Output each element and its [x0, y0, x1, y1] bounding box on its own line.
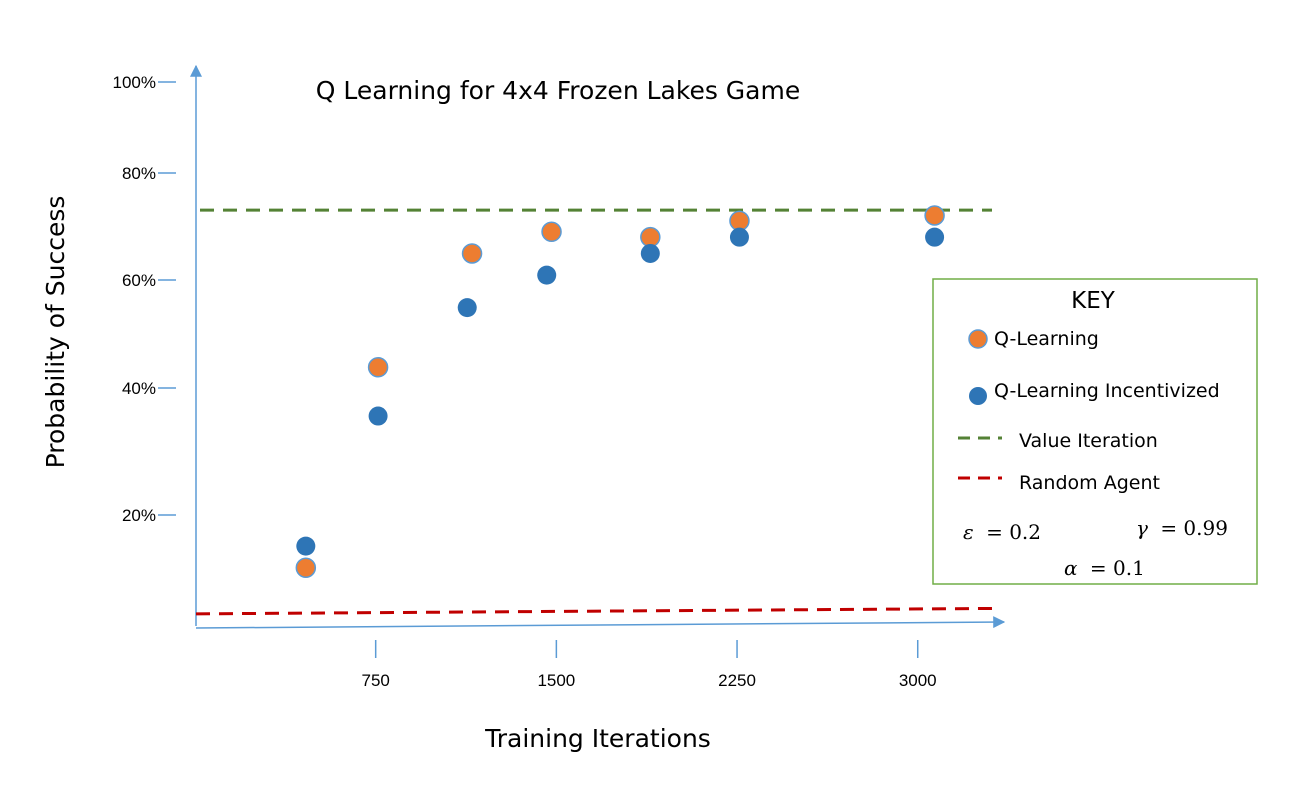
param-alpha-value: = 0.1	[1090, 556, 1145, 580]
q-learning-point	[367, 357, 389, 378]
q-learning-incentivized-point	[925, 227, 945, 247]
q-learning-incentivized-point	[296, 536, 316, 556]
param-epsilon-value: = 0.2	[986, 520, 1041, 544]
q-learning-point	[461, 243, 483, 264]
data-points	[295, 205, 945, 579]
q-learning-point	[924, 205, 945, 226]
y-tick-label: 20%	[122, 506, 156, 525]
x-tick-label: 1500	[537, 671, 575, 690]
q-learning-incentivized-point	[457, 298, 477, 318]
axes	[190, 64, 1006, 629]
q-learning-point	[640, 226, 661, 248]
legend-title: KEY	[1071, 288, 1116, 314]
legend-label-q-learning-incentivized: Q-Learning Incentivized	[994, 380, 1220, 402]
param-gamma: γ = 0.99	[1136, 516, 1228, 540]
legend-label-random-agent: Random Agent	[1019, 472, 1160, 494]
legend-label-value-iteration: Value Iteration	[1019, 430, 1158, 452]
x-tick-label: 750	[361, 671, 389, 690]
reference-lines	[195, 208, 993, 616]
q-learning-incentivized-point	[729, 227, 749, 247]
y-axis-ticks: 20% 40% 60% 80% 100%	[113, 73, 176, 525]
param-gamma-symbol: γ	[1136, 516, 1148, 540]
q-learning-point	[541, 221, 562, 243]
param-gamma-value: = 0.99	[1160, 516, 1228, 540]
param-alpha-symbol: α	[1064, 556, 1078, 580]
legend-box	[932, 278, 1258, 585]
x-tick-label: 3000	[899, 671, 937, 690]
x-axis-ticks: 750 1500 2250 3000	[361, 640, 937, 690]
y-axis-label: Probability of Success	[41, 196, 70, 469]
q-learning-point	[295, 557, 317, 579]
x-tick-label: 2250	[718, 671, 756, 690]
param-alpha: α = 0.1	[1064, 556, 1145, 580]
param-epsilon: ε = 0.2	[963, 520, 1041, 544]
y-tick-label: 60%	[122, 271, 156, 290]
y-tick-label: 80%	[122, 164, 156, 183]
param-epsilon-symbol: ε	[963, 520, 974, 544]
legend-marker-q-learning	[968, 329, 988, 349]
legend-marker-q-learning-incentivized	[969, 387, 987, 405]
random-agent-line	[195, 606, 993, 616]
x-axis-label: Training Iterations	[484, 724, 711, 753]
legend: KEY Q-Learning Q-Learning Incentivized V…	[932, 278, 1258, 585]
q-learning-incentivized-point	[537, 265, 557, 285]
x-axis-line	[195, 616, 1006, 629]
chart-title: Q Learning for 4x4 Frozen Lakes Game	[316, 76, 800, 105]
q-learning-point	[729, 210, 750, 232]
y-tick-label: 100%	[113, 73, 156, 92]
q-learning-incentivized-point	[368, 406, 388, 426]
q-learning-incentivized-point	[640, 243, 660, 263]
legend-label-q-learning: Q-Learning	[994, 328, 1099, 350]
y-tick-label: 40%	[122, 379, 156, 398]
